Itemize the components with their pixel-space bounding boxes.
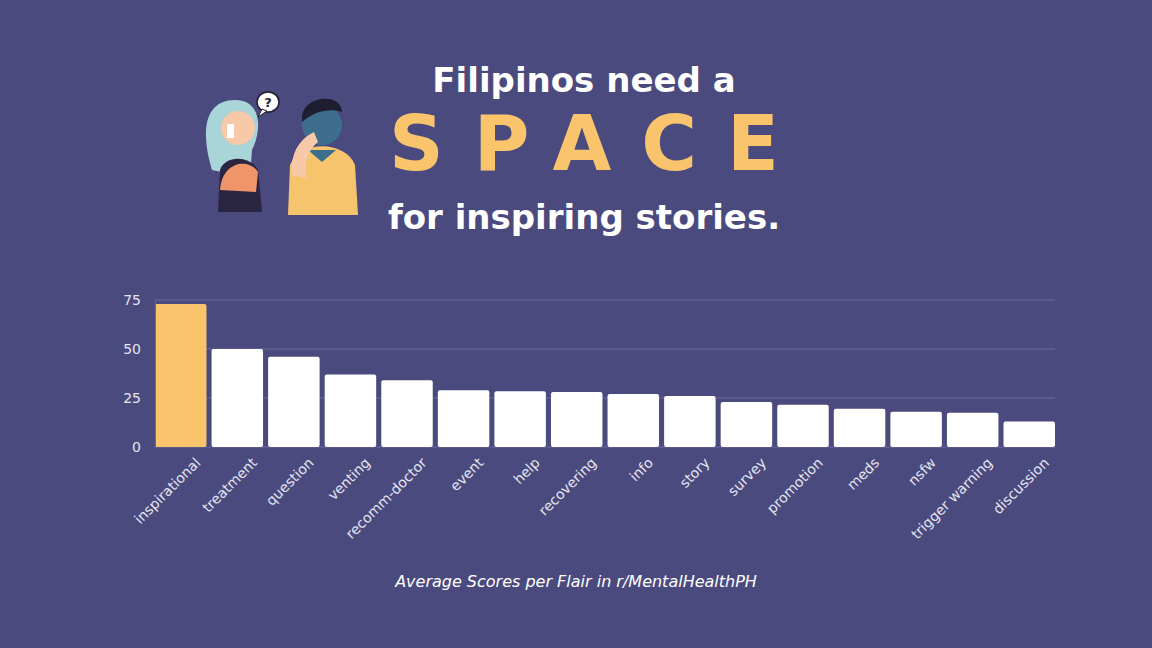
bars — [155, 304, 1055, 447]
bar — [438, 390, 489, 447]
grid-line — [155, 300, 1055, 301]
bar — [494, 391, 545, 447]
illustration: ? — [206, 92, 358, 215]
bar — [777, 405, 828, 447]
tick-label: treatment — [199, 454, 260, 515]
tick: inspirational — [131, 447, 203, 527]
tick: recomm-doctor — [342, 447, 430, 542]
bar — [155, 304, 206, 447]
bar — [664, 396, 715, 447]
tick-label: trigger warning — [908, 454, 996, 542]
tick: event — [447, 447, 487, 494]
bar — [890, 412, 941, 447]
tick: discussion — [989, 447, 1052, 517]
body — [218, 159, 262, 212]
title: Filipinos need a — [432, 60, 735, 100]
axis-line — [155, 301, 156, 448]
tick: survey — [725, 447, 770, 499]
tick-label: recovering — [535, 454, 599, 518]
tick-label: 0 — [132, 439, 141, 455]
background — [0, 0, 1152, 648]
tick-label: 75 — [123, 292, 141, 308]
tick-label: story — [676, 454, 712, 490]
tick: 75 — [123, 292, 155, 308]
tick-label: survey — [725, 454, 770, 499]
tick: 25 — [123, 390, 155, 406]
tick: meds — [844, 447, 882, 493]
title: SPACE — [389, 99, 809, 188]
tick-label: 25 — [123, 390, 141, 406]
tick-label: venting — [325, 454, 374, 503]
tick-label: recomm-doctor — [342, 454, 430, 542]
tick: question — [263, 447, 317, 509]
tick-label: meds — [844, 454, 882, 492]
bar — [268, 357, 319, 447]
tick: 50 — [123, 341, 155, 357]
bar — [325, 374, 376, 447]
bar — [608, 394, 659, 447]
x-axis: inspirationaltreatmentquestionventingrec… — [131, 447, 1055, 542]
tick: 0 — [132, 439, 155, 455]
tick: recovering — [535, 447, 599, 519]
grid — [155, 300, 1055, 447]
tick: help — [510, 447, 543, 487]
bar — [1004, 422, 1055, 447]
bar — [834, 409, 885, 447]
tick: promotion — [764, 447, 826, 517]
tick-label: 50 — [123, 341, 141, 357]
tick-label: help — [510, 454, 543, 487]
tick: trigger warning — [908, 447, 996, 542]
tick-label: promotion — [764, 454, 826, 516]
x-axis-title: Average Scores per Flair in r/MentalHeal… — [394, 572, 757, 591]
tick-label: inspirational — [131, 454, 203, 526]
speech-bubble — [257, 92, 279, 112]
axis-line — [156, 447, 1056, 448]
bar — [551, 392, 602, 447]
bar — [381, 380, 432, 447]
chart: Filipinos need aSPACE for inspiring stori… — [0, 0, 1152, 648]
y-axis: 0 25 50 75 — [123, 292, 155, 455]
tick-label: discussion — [989, 454, 1052, 517]
speech-bubble-tail — [258, 109, 267, 117]
bar — [721, 402, 772, 447]
annotation: ? — [264, 95, 272, 110]
tick: treatment — [199, 447, 260, 515]
title: for inspiring stories. — [388, 197, 780, 237]
tick-label: event — [447, 454, 487, 494]
shirt — [220, 164, 258, 192]
tick-label: info — [626, 454, 656, 484]
tick: story — [676, 447, 712, 491]
tick-label: nsfw — [905, 454, 939, 488]
hair — [302, 99, 342, 122]
arm — [292, 132, 318, 178]
head — [221, 111, 255, 145]
bar — [212, 349, 263, 447]
phone — [227, 124, 234, 138]
tick: nsfw — [905, 447, 939, 489]
collar — [308, 150, 336, 162]
tick-label: question — [263, 454, 317, 508]
tick: venting — [325, 447, 374, 503]
plot: 0 25 50 75 inspirationaltreatmentquestionven… — [123, 292, 1055, 542]
tick: info — [626, 447, 656, 484]
bar — [947, 413, 998, 447]
grid-line — [155, 349, 1055, 350]
